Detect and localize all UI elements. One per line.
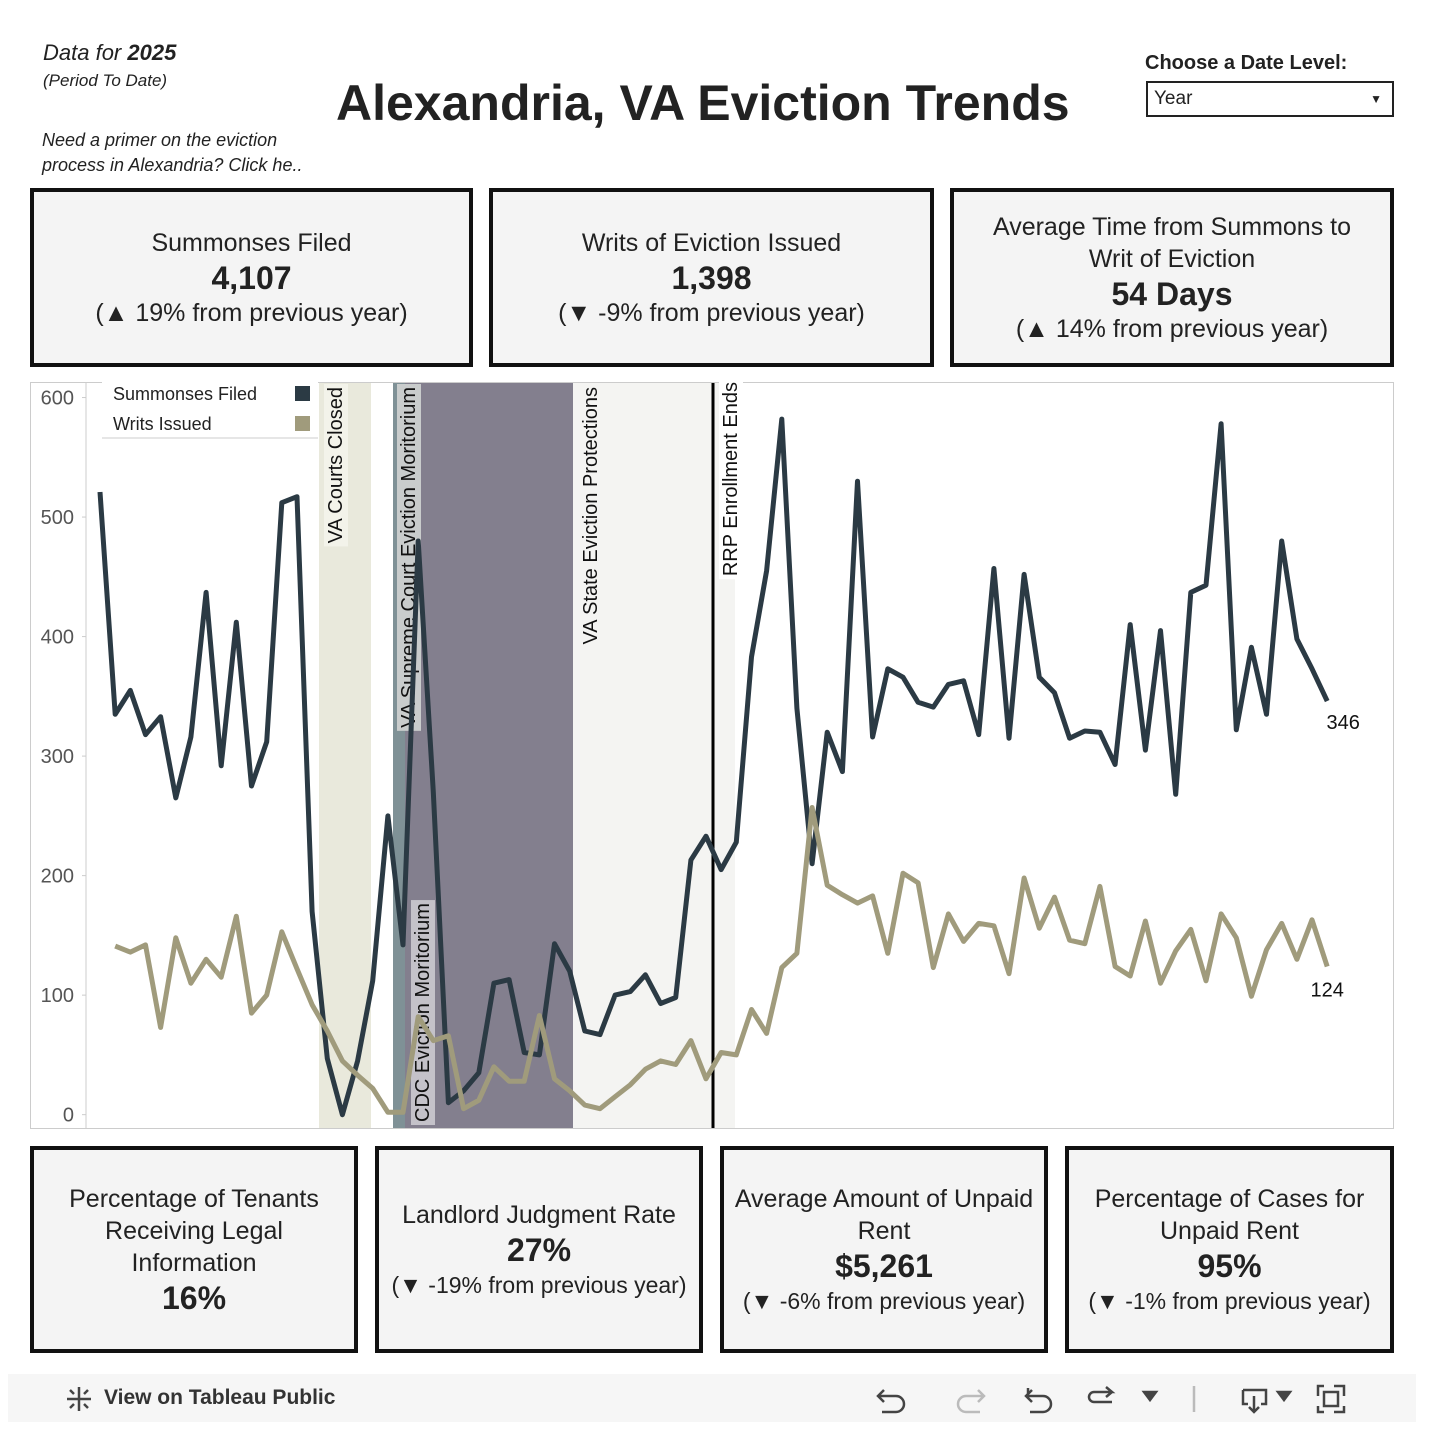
annotation-label: VA State Eviction Protections	[580, 387, 602, 645]
y-tick-label: 0	[63, 1105, 74, 1127]
kpi-value: 95%	[1197, 1247, 1262, 1284]
dropdown-arrow: ▼	[1370, 92, 1382, 106]
y-tick-label: 500	[41, 507, 74, 529]
kpi-change: (▲ 19% from previous year)	[95, 298, 408, 327]
year: 2025	[127, 40, 177, 65]
kpi-change: (▼ -19% from previous year)	[391, 1271, 687, 1298]
annotation: VA State Eviction Protections	[579, 384, 603, 648]
primer-link[interactable]: Need a primer on the eviction process in…	[42, 130, 303, 175]
kpi-value: 16%	[161, 1279, 227, 1316]
legend-label: Writs Issued	[113, 414, 212, 434]
series-line	[97, 416, 1330, 1118]
annotation-label: RRP Enrollment Ends	[720, 382, 742, 576]
kpi-title: Writs of Eviction Issued	[581, 228, 842, 257]
y-tick-label: 400	[41, 627, 74, 649]
annotation: VA Courts Closed	[324, 384, 348, 547]
kpi-change: (▼ -6% from previous year)	[742, 1287, 1026, 1314]
kpi-change: (▲ 14% from previous year)	[1015, 314, 1329, 343]
annotation: CDC Eviction Moritorium	[411, 900, 435, 1125]
kpi-card: Percentage of Tenants Receiving Legal In…	[30, 1146, 358, 1353]
data-for-label: Data for	[43, 40, 128, 65]
y-tick-label: 100	[41, 985, 74, 1007]
kpi-card: Summonses Filed 4,107 (▲ 19% from previous…	[30, 188, 473, 367]
dashboard-title: Alexandria, VA Eviction Trends	[336, 75, 1070, 131]
legend-bg	[102, 382, 318, 438]
period: (Period To Date)	[43, 71, 168, 90]
dropdown-value: Year	[1154, 88, 1193, 109]
kpi-card: Average Time from Summons to Writ of Evi…	[950, 188, 1394, 367]
annotation-bg	[411, 900, 435, 1125]
annotation-label: VA Courts Closed	[325, 387, 347, 543]
kpi-value: 1,398	[671, 259, 752, 296]
annotation-bg	[579, 384, 603, 648]
date-level-dropdown[interactable]: Year ▼	[1146, 81, 1394, 117]
data-label: 346	[1326, 712, 1359, 734]
kpi-title: Percentage of Tenants Receiving Legal In…	[69, 1184, 319, 1277]
kpi-title: Summonses Filed	[151, 228, 352, 257]
kpi-change: (▼ -9% from previous year)	[558, 298, 865, 327]
toolbar-icons[interactable]	[868, 1380, 1358, 1418]
legend-swatch	[295, 386, 310, 401]
kpi-card: Writs of Eviction Issued 1,398 (▼ -9% from…	[489, 188, 934, 367]
kpi-title: Landlord Judgment Rate	[402, 1200, 676, 1229]
legend-label: Summonses Filed	[113, 384, 257, 404]
annotation-bg	[324, 384, 348, 547]
toolbar: View on Tableau Public	[8, 1374, 1416, 1422]
legend-swatch	[295, 416, 310, 431]
data-label: 124	[1310, 979, 1343, 1001]
kpi-value: 4,107	[211, 259, 292, 296]
y-tick-label: 300	[41, 746, 74, 768]
kpi-value: $5,261	[835, 1247, 933, 1284]
kpi-title: Average Time from Summons to Writ of Evi…	[992, 212, 1351, 273]
kpi-value: 27%	[506, 1231, 572, 1268]
tableau-icon	[67, 1387, 91, 1411]
annotation-label: CDC Eviction Moritorium	[412, 903, 434, 1122]
kpi-change: (▼ -1% from previous year)	[1088, 1287, 1371, 1314]
data-for: Data for 2025	[43, 40, 176, 66]
annotation: RRP Enrollment Ends	[719, 382, 743, 580]
y-tick-label: 600	[41, 388, 74, 410]
kpi-card: Landlord Judgment Rate 27% (▼ -19% from pr…	[375, 1146, 703, 1353]
kpi-card: Percentage of Cases for Unpaid Rent 95% (▼…	[1065, 1146, 1394, 1353]
kpi-title: Percentage of Cases for Unpaid Rent	[1094, 1184, 1365, 1245]
kpi-value: 54 Days	[1111, 275, 1233, 312]
kpi-card: Average Amount of Unpaid Rent $5,261 (▼ -6…	[720, 1146, 1048, 1353]
annotation-bg	[719, 382, 743, 580]
tableau-link[interactable]: View on Tableau Public	[104, 1386, 336, 1409]
series-line	[114, 805, 1330, 1115]
kpi-title: Average Amount of Unpaid Rent	[734, 1184, 1034, 1245]
y-tick-label: 200	[41, 866, 74, 888]
date-level-label: Choose a Date Level:	[1145, 52, 1348, 74]
